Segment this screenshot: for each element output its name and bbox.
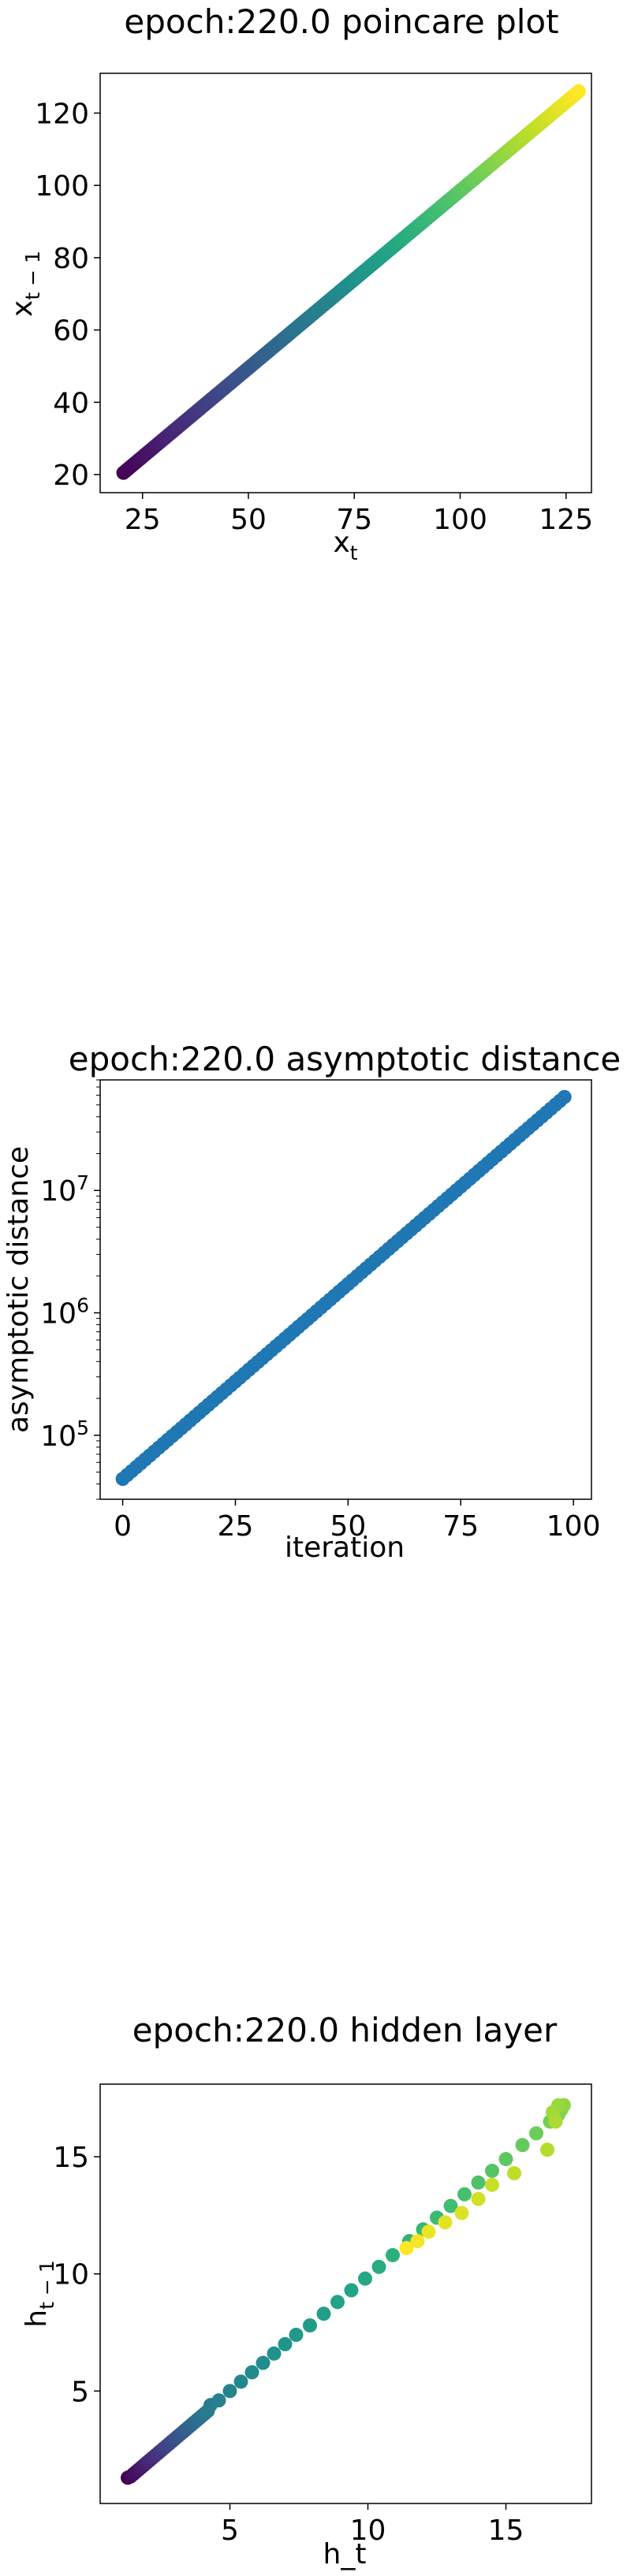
scatter-point [410,2234,425,2249]
y-tick-label: 106 [40,1294,89,1331]
scatter-point [211,2393,226,2408]
scatter-point [498,2152,513,2167]
scatter-point [471,2191,486,2206]
y-tick-label: 105 [40,1416,89,1453]
scatter-point [371,2259,386,2274]
scatter-points [121,2098,571,2485]
y-axis-label: xt − 1 [6,251,44,317]
y-tick-label: 5 [71,2376,89,2408]
x-tick-label: 75 [442,1510,479,1543]
chart-poincare: epoch:220.0 poincare plot 25 50 75 100 125 2… [6,2,593,564]
x-axis-ticks: 5 10 15 [221,2503,524,2547]
scatter-point [548,2114,563,2129]
y-tick-label: 100 [35,170,89,203]
scatter-point [267,2346,282,2361]
scatter-point [303,2318,317,2333]
chart-title: epoch:220.0 hidden layer [132,2011,558,2049]
scatter-point [289,2328,304,2343]
scatter-point [399,2241,414,2256]
scatter-point [244,2365,259,2380]
chart-asymptotic-distance: epoch:220.0 asymptotic distance 0 25 50 75 1… [2,1040,621,1564]
y-axis-ticks: 20 40 60 80 100 120 [35,98,100,492]
scatter-point [386,2247,400,2262]
x-tick-label: 75 [336,504,372,536]
scatter-points [116,84,586,480]
scatter-point [485,2177,499,2192]
scatter-point [471,2175,486,2190]
scatter-point [540,2142,554,2157]
y-axis-label: asymptotic distance [2,1146,35,1433]
x-tick-label: 125 [539,504,593,536]
x-tick-label: 10 [350,2515,386,2547]
scatter-point [557,1089,572,1104]
scatter-points [115,1089,572,1487]
scatter-point [330,2295,345,2310]
chart-title: epoch:220.0 asymptotic distance [69,1040,621,1078]
scatter-point [454,2206,469,2220]
y-axis-ticks: 105 106 107 [40,1079,100,1500]
x-tick-label: 50 [230,504,267,536]
y-tick-label: 60 [53,315,89,348]
x-tick-label: 100 [433,504,487,536]
scatter-point [421,2224,436,2239]
y-tick-label: 10 [53,2259,89,2291]
x-axis-label: h_t [323,2538,367,2570]
scatter-point [457,2187,472,2202]
scatter-point [278,2336,293,2351]
scatter-point [571,84,586,99]
scatter-point [344,2283,359,2298]
x-axis-label: iteration [285,1532,405,1564]
plot-area [99,73,592,493]
y-tick-label: 80 [53,243,89,275]
scatter-point [222,2384,237,2399]
scatter-point [438,2215,453,2230]
chart-hidden-layer: epoch:220.0 hidden layer 5 10 15 5 10 15 h_t… [21,2011,592,2570]
chart-title: epoch:220.0 poincare plot [124,2,558,41]
scatter-point [358,2271,372,2286]
x-tick-label: 5 [221,2515,239,2547]
scatter-point [233,2374,248,2389]
x-tick-label: 25 [125,504,161,536]
x-axis-ticks: 25 50 75 100 125 [125,493,593,536]
x-tick-label: 15 [488,2515,524,2547]
x-tick-label: 25 [218,1510,254,1543]
scatter-point [485,2163,499,2178]
y-axis-ticks: 5 10 15 [53,2142,100,2408]
x-tick-label: 0 [114,1510,132,1543]
scatter-point [443,2198,458,2213]
scatter-point [529,2126,543,2141]
x-tick-label: 50 [330,1510,366,1543]
y-axis-label: ht − 1 [21,2260,58,2327]
y-tick-label: 40 [53,387,89,419]
scatter-point [316,2306,331,2321]
y-tick-label: 120 [35,98,89,130]
plot-area [99,1079,592,1500]
y-tick-label: 15 [53,2142,89,2174]
scatter-point [515,2138,530,2153]
x-axis-ticks: 0 25 50 75 100 [114,1499,600,1543]
y-tick-label: 107 [40,1171,89,1208]
y-tick-label: 20 [53,460,89,492]
scatter-point [507,2165,521,2180]
x-tick-label: 100 [547,1510,601,1543]
x-axis-label: xt [333,527,357,564]
plot-area [99,2083,592,2504]
scatter-point [256,2355,270,2370]
